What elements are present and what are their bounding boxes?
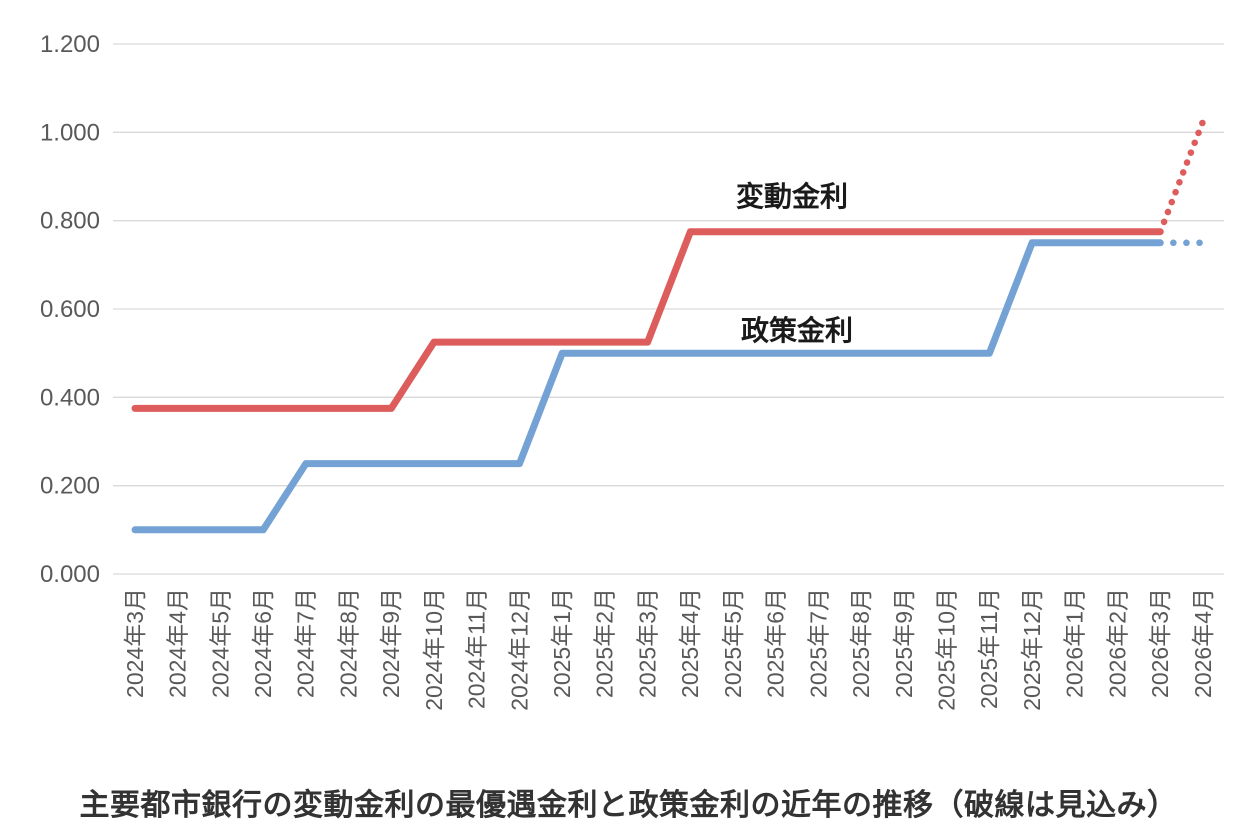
x-tick-label: 2024年7月 xyxy=(293,588,319,698)
x-tick-label: 2026年3月 xyxy=(1147,588,1173,698)
y-tick-label: 0.200 xyxy=(40,473,100,500)
x-tick-label: 2026年4月 xyxy=(1190,588,1216,698)
x-tick-label: 2024年3月 xyxy=(122,588,148,698)
x-tick-label: 2024年12月 xyxy=(506,588,532,711)
x-tick-label: 2024年10月 xyxy=(421,588,447,711)
policy-rate-line xyxy=(131,239,1164,534)
x-tick-label: 2025年12月 xyxy=(1019,588,1045,711)
x-tick-label: 2024年6月 xyxy=(250,588,276,698)
x-tick-label: 2026年1月 xyxy=(1062,588,1088,698)
x-tick-label: 2025年7月 xyxy=(805,588,831,698)
y-tick-label: 1.000 xyxy=(40,119,100,146)
x-tick-label: 2024年11月 xyxy=(464,588,490,709)
x-tick-label: 2025年9月 xyxy=(891,588,917,698)
y-tick-label: 0.800 xyxy=(40,208,100,235)
y-tick-label: 1.200 xyxy=(40,31,100,58)
series-label-variable-rate: 変動金利 xyxy=(736,180,848,212)
x-tick-label: 2024年4月 xyxy=(165,588,191,698)
x-tick-label: 2025年1月 xyxy=(549,588,575,698)
chart-title: 主要都市銀行の変動金利の最優遇金利と政策金利の近年の推移（破線は見込み） xyxy=(79,789,1178,822)
variable-rate-forecast-dots xyxy=(1157,118,1207,235)
x-tick-label: 2025年2月 xyxy=(592,588,618,698)
x-tick-label: 2024年5月 xyxy=(207,588,233,698)
x-tick-label: 2025年3月 xyxy=(634,588,660,698)
series-label-policy-rate: 政策金利 xyxy=(741,314,853,346)
y-tick-label: 0.600 xyxy=(40,296,100,323)
variable-rate-line xyxy=(131,228,1164,412)
x-tick-label: 2024年8月 xyxy=(335,588,361,698)
x-tick-label: 2025年4月 xyxy=(677,588,703,698)
x-tick-label: 2026年2月 xyxy=(1104,588,1130,698)
x-tick-label: 2025年5月 xyxy=(720,588,746,698)
x-tick-label: 2025年11月 xyxy=(976,588,1002,709)
x-tick-label: 2025年6月 xyxy=(763,588,789,698)
x-tick-label: 2024年9月 xyxy=(378,588,404,698)
x-tick-label: 2025年8月 xyxy=(848,588,874,698)
y-tick-label: 0.000 xyxy=(40,561,100,588)
rate-line-chart: 1.200 1.000 0.800 0.600 0.400 0.200 0.000 2024年… xyxy=(40,31,1224,711)
y-tick-label: 0.400 xyxy=(40,384,100,411)
x-tick-label: 2025年10月 xyxy=(934,588,960,711)
